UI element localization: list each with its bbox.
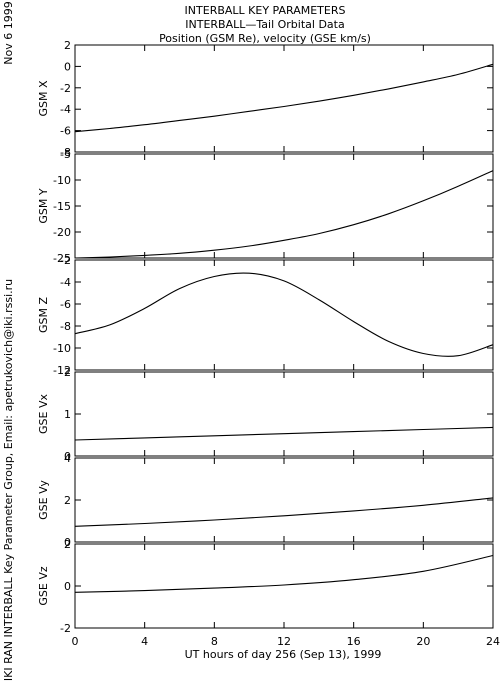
y-tick-label: 0: [64, 60, 71, 73]
y-tick-label: -8: [60, 320, 71, 333]
y-tick-label: -10: [53, 342, 71, 355]
panel-frame-gse-vy: [74, 457, 494, 543]
series-line-gse-vy: [74, 497, 494, 527]
y-tick-label: -25: [53, 252, 71, 265]
y-tick-label: 0: [64, 450, 71, 463]
y-tick-label: -2: [60, 254, 71, 267]
x-axis-label: UT hours of day 256 (Sep 13), 1999: [185, 648, 382, 661]
y-tick-label: 2: [64, 39, 71, 52]
x-tick-label: 16: [347, 635, 361, 648]
y-tick-label: 2: [64, 494, 71, 507]
y-tick-label: -20: [53, 226, 71, 239]
y-tick-label: 0: [64, 580, 71, 593]
y-axis-label-gse-vy: GSE Vy: [37, 480, 50, 520]
panel-frame-gsm-y: [74, 153, 494, 259]
panel-frame-gse-vz: [74, 543, 494, 629]
y-tick-label: -6: [60, 125, 71, 138]
x-tick-label: 24: [486, 635, 500, 648]
panel-frame-gsm-x: [74, 44, 494, 153]
y-tick-label: 2: [64, 366, 71, 379]
x-tick-label: 8: [211, 635, 218, 648]
series-line-gsm-x: [74, 63, 494, 133]
y-tick-label: -8: [60, 146, 71, 159]
y-tick-label: -6: [60, 298, 71, 311]
series-line-gse-vz: [74, 554, 494, 593]
series-line-gsm-y: [74, 170, 494, 259]
x-tick-label: 4: [141, 635, 148, 648]
y-axis-label-gsm-x: GSM X: [37, 80, 50, 116]
y-tick-label: 2: [64, 538, 71, 551]
panel-frame-gsm-z: [74, 259, 494, 371]
title-line-2: INTERBALL—Tail Orbital Data: [185, 18, 344, 31]
y-axis-label-gsm-y: GSM Y: [37, 188, 50, 223]
y-tick-label: 1: [64, 408, 71, 421]
series-line-gse-vx: [74, 426, 494, 441]
y-tick-label: -12: [53, 364, 71, 377]
y-axis-label-gse-vx: GSE Vx: [37, 394, 50, 434]
y-tick-label: -15: [53, 200, 71, 213]
y-axis-label-gse-vz: GSE Vz: [37, 566, 50, 605]
panel-frame-gse-vx: [74, 371, 494, 457]
y-axis-label-gsm-z: GSM Z: [37, 297, 50, 333]
y-tick-label: -5: [60, 148, 71, 161]
x-tick-label: 0: [72, 635, 79, 648]
y-tick-label: -4: [60, 103, 71, 116]
y-tick-label: -4: [60, 276, 71, 289]
side-date: Nov 6 1999: [2, 1, 15, 64]
side-credit: IKI RAN INTERBALL Key Parameter Group, E…: [2, 279, 15, 681]
y-tick-label: 0: [64, 536, 71, 549]
y-tick-label: 4: [64, 452, 71, 465]
series-line-gsm-z: [74, 272, 494, 357]
y-tick-label: -10: [53, 174, 71, 187]
x-tick-label: 20: [416, 635, 430, 648]
title-line-3: Position (GSM Re), velocity (GSE km/s): [159, 32, 371, 45]
y-tick-label: -2: [60, 82, 71, 95]
y-tick-label: -2: [60, 622, 71, 635]
title-line-1: INTERBALL KEY PARAMETERS: [185, 4, 346, 17]
x-tick-label: 12: [277, 635, 291, 648]
